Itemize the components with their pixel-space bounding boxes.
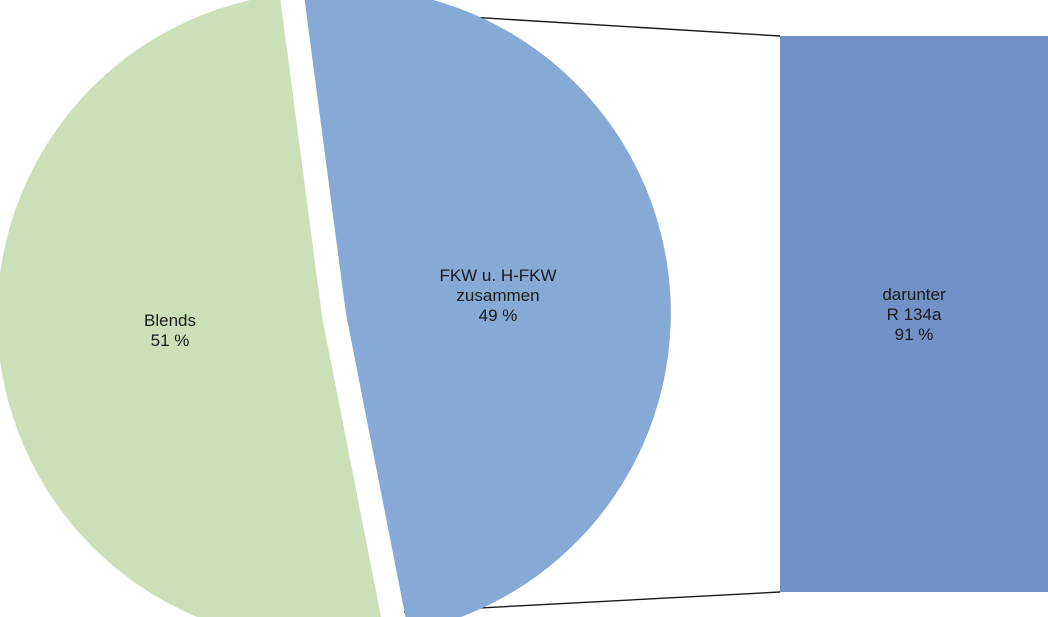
pie-slice [304, 0, 671, 617]
slice-label-line: 49 % [479, 306, 518, 325]
bar-segment [780, 36, 1048, 592]
slice-label-line: zusammen [456, 286, 539, 305]
bar-label-line: darunter [882, 285, 946, 304]
bar-label-line: 91 % [895, 325, 934, 344]
slice-label-line: 51 % [151, 331, 190, 350]
pie-slice [0, 0, 382, 617]
bar-label-line: R 134a [887, 305, 942, 324]
slice-label-line: FKW u. H-FKW [439, 266, 556, 285]
pie-slices [0, 0, 671, 617]
slice-label-line: Blends [144, 311, 196, 330]
breakout-bar [780, 36, 1048, 592]
